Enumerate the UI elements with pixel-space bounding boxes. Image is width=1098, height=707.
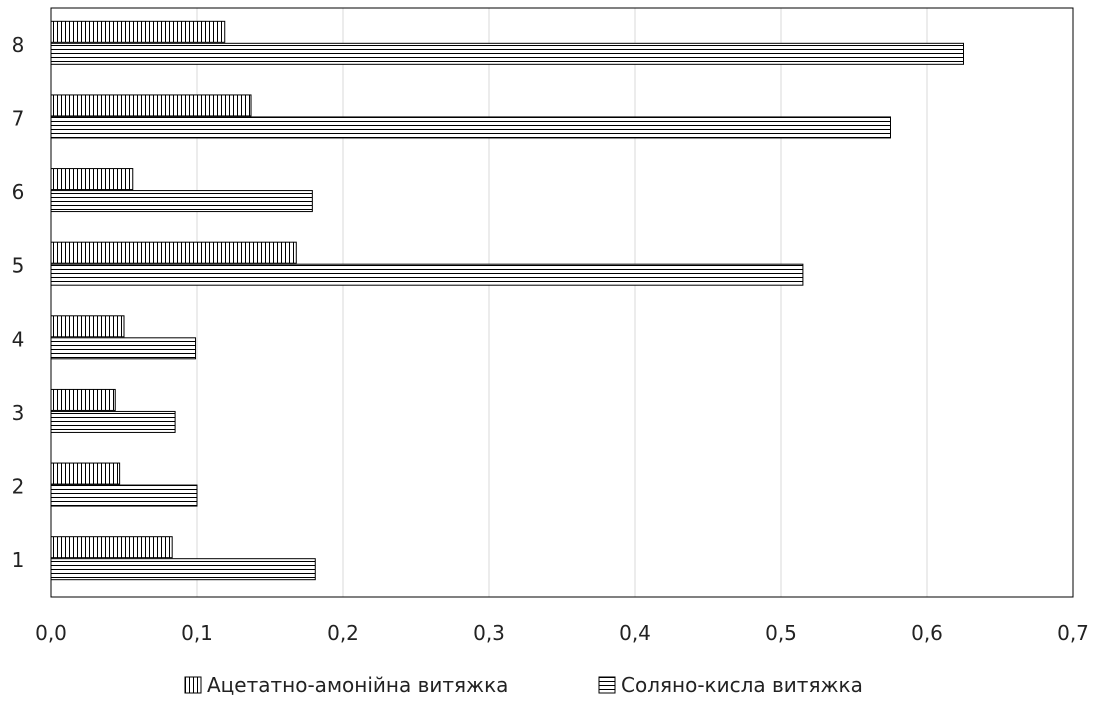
bar-hydrochloric-6 (50, 190, 313, 213)
x-tick-label: 0,4 (619, 621, 651, 645)
plot-frame (50, 7, 1074, 598)
bar-acetate-4 (50, 315, 125, 338)
y-tick-label: 2 (12, 475, 25, 499)
y-tick-label: 6 (12, 180, 25, 204)
bar-acetate-2 (50, 462, 121, 485)
bar-acetate-8 (50, 20, 226, 43)
legend-swatch (184, 676, 202, 694)
y-tick-label: 3 (12, 401, 25, 425)
bars (50, 20, 964, 581)
y-axis-labels: 1 2 3 4 5 6 7 8 (12, 33, 25, 572)
bar-acetate-5 (50, 241, 297, 264)
x-tick-label: 0,1 (181, 621, 213, 645)
legend-swatch (598, 676, 616, 694)
bar-hydrochloric-2 (50, 484, 198, 507)
x-tick-label: 0,3 (473, 621, 505, 645)
bar-hydrochloric-3 (50, 410, 176, 433)
x-tick-label: 0,0 (35, 621, 67, 645)
x-tick-label: 0,6 (911, 621, 943, 645)
bar-hydrochloric-4 (50, 337, 197, 360)
legend-label: Соляно-кисла витяжка (621, 673, 863, 697)
x-axis-labels: 0,0 0,1 0,2 0,3 0,4 0,5 0,6 0,7 (35, 621, 1089, 645)
x-tick-label: 0,7 (1057, 621, 1089, 645)
y-tick-label: 7 (12, 106, 25, 130)
legend-item-hydrochloric: Соляно-кисла витяжка (598, 673, 863, 697)
bar-acetate-7 (50, 94, 252, 117)
bar-hydrochloric-8 (50, 42, 964, 65)
legend-item-acetate: Ацетатно-амонійна витяжка (184, 673, 508, 697)
x-tick-label: 0,5 (765, 621, 797, 645)
bar-hydrochloric-5 (50, 263, 804, 286)
y-tick-label: 8 (12, 33, 25, 57)
x-tick-label: 0,2 (327, 621, 359, 645)
bar-hydrochloric-1 (50, 558, 316, 581)
grid-lines (196, 8, 928, 597)
y-tick-label: 1 (12, 548, 25, 572)
y-tick-label: 4 (12, 327, 25, 351)
bar-acetate-6 (50, 168, 134, 191)
bar-hydrochloric-7 (50, 116, 891, 139)
legend-label: Ацетатно-амонійна витяжка (207, 673, 508, 697)
legend: Ацетатно-амонійна витяжка Соляно-кисла ви… (184, 673, 863, 697)
y-tick-label: 5 (12, 254, 25, 278)
bar-acetate-1 (50, 536, 173, 559)
bar-acetate-3 (50, 388, 116, 411)
